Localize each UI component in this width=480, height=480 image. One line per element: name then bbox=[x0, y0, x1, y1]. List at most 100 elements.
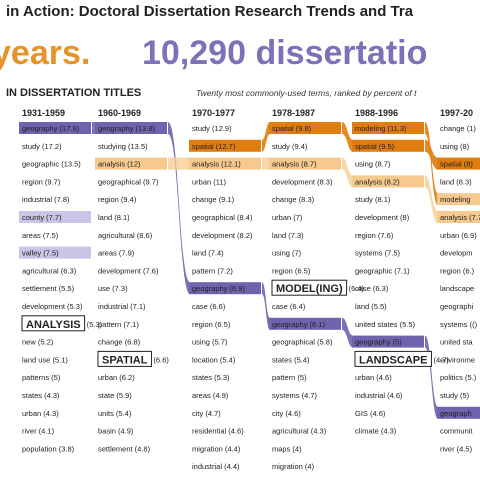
term-entry: analysis (7.7) bbox=[440, 213, 480, 222]
term-entry: case (6.6) bbox=[192, 302, 226, 311]
term-entry: residential (4.6) bbox=[192, 427, 244, 436]
term-entry: climate (4.3) bbox=[355, 427, 397, 436]
term-entry: spatial (8) bbox=[440, 160, 473, 169]
term-entry: spatial (9.5) bbox=[355, 142, 395, 151]
term-highlight bbox=[269, 157, 341, 170]
term-entry: river (4.5) bbox=[440, 444, 473, 453]
term-entry: city (4.6) bbox=[272, 409, 301, 418]
term-highlight bbox=[352, 139, 424, 152]
flow-band-geography bbox=[168, 122, 190, 295]
term-highlight bbox=[189, 139, 261, 152]
term-highlight bbox=[189, 282, 261, 295]
term-entry: land (8.3) bbox=[440, 177, 472, 186]
term-entry: geographical (5.8) bbox=[272, 338, 333, 347]
column-header: 1970-1977 bbox=[192, 108, 235, 118]
term-entry: change (9.1) bbox=[192, 195, 235, 204]
callout-label: SPATIAL bbox=[102, 354, 148, 366]
term-highlight bbox=[437, 406, 480, 419]
term-entry: urban (11) bbox=[192, 177, 227, 186]
term-entry: industrial (4.4) bbox=[192, 462, 240, 471]
term-entry: use (7.3) bbox=[98, 284, 128, 293]
term-entry: industrial (7.1) bbox=[98, 302, 146, 311]
flow-band-analysis bbox=[342, 157, 353, 188]
flow-band-analysis bbox=[168, 157, 190, 170]
term-entry: city (4.7) bbox=[192, 409, 221, 418]
term-entry: geographi bbox=[440, 302, 474, 311]
term-entry: analysis (12) bbox=[98, 160, 141, 169]
term-highlight bbox=[95, 157, 167, 170]
term-highlight bbox=[19, 122, 91, 134]
term-entry: using (7) bbox=[272, 249, 302, 258]
term-entry: agricultural (4.3) bbox=[272, 427, 327, 436]
term-entry: river (4.1) bbox=[22, 427, 55, 436]
term-entry: region (6.5) bbox=[192, 320, 231, 329]
header-title: in Action: Doctoral Dissertation Researc… bbox=[6, 3, 414, 20]
flow-band-modeling bbox=[425, 122, 438, 206]
term-highlight bbox=[189, 157, 261, 170]
term-entry: agricultural (6.3) bbox=[22, 266, 77, 275]
term-entry: industrial (4.6) bbox=[355, 391, 403, 400]
term-entry: GIS (4.6) bbox=[355, 409, 386, 418]
term-entry: states (4.3) bbox=[22, 391, 60, 400]
term-entry: pattern (5) bbox=[272, 373, 307, 382]
term-entry: landscape bbox=[440, 284, 474, 293]
term-entry: development (7.6) bbox=[98, 266, 159, 275]
term-highlight bbox=[352, 175, 424, 188]
term-highlight bbox=[437, 193, 480, 206]
term-entry: study (12.9) bbox=[192, 124, 232, 133]
term-entry: analysis (12.1) bbox=[192, 160, 241, 169]
term-entry: urban (6.9) bbox=[440, 231, 477, 240]
term-entry: using (8.7) bbox=[355, 160, 391, 169]
term-entry: region (6.5) bbox=[272, 266, 311, 275]
term-entry: geography (17.9) bbox=[22, 124, 80, 133]
term-entry: using (5.7) bbox=[192, 338, 228, 347]
term-entry: geography (13.8) bbox=[98, 124, 156, 133]
term-entry: region (9.7) bbox=[22, 177, 61, 186]
term-entry: united states (5.5) bbox=[355, 320, 416, 329]
term-entry: systems (() bbox=[440, 320, 478, 329]
term-entry: analysis (8.2) bbox=[355, 177, 400, 186]
flow-band-analysis bbox=[425, 175, 438, 223]
term-entry: geographical (8.4) bbox=[192, 213, 253, 222]
term-entry: new (5.2) bbox=[22, 338, 54, 347]
term-entry: modeling bbox=[440, 195, 470, 204]
flow-band-geography bbox=[425, 335, 438, 419]
term-entry: communit bbox=[440, 427, 473, 436]
term-entry: basin (4.9) bbox=[98, 427, 134, 436]
term-entry: settlement (4.8) bbox=[98, 444, 151, 453]
term-entry: development (5.3) bbox=[22, 302, 83, 311]
flow-band-geography bbox=[342, 317, 353, 348]
term-entry: pattern (7.2) bbox=[192, 266, 233, 275]
term-entry: migration (4.4) bbox=[192, 444, 241, 453]
term-entry: geograph bbox=[440, 409, 472, 418]
term-highlight bbox=[269, 122, 341, 134]
column-header: 1931-1959 bbox=[22, 108, 65, 118]
term-entry: systems (4.7) bbox=[272, 391, 318, 400]
term-entry: migration (4) bbox=[272, 462, 315, 471]
callout-box bbox=[354, 350, 432, 367]
term-entry: location (5.4) bbox=[192, 355, 236, 364]
column-header: 1960-1969 bbox=[98, 108, 141, 118]
term-entry: urban (4.3) bbox=[22, 409, 59, 418]
term-highlight bbox=[352, 122, 424, 134]
term-entry: states (5.3) bbox=[192, 373, 230, 382]
term-entry: united sta bbox=[440, 338, 473, 347]
term-entry: developm bbox=[440, 249, 473, 258]
term-entry: geographic (7.1) bbox=[355, 266, 410, 275]
term-highlight bbox=[437, 211, 480, 223]
term-entry: land (7.4) bbox=[192, 249, 224, 258]
callout-value: (6.4) bbox=[349, 284, 365, 293]
callout-label: ANALYSIS bbox=[26, 319, 81, 331]
term-entry: systems (7.5) bbox=[355, 249, 401, 258]
section-subtitle: Twenty most commonly-used terms, ranked … bbox=[196, 88, 417, 98]
term-entry: region (7.6) bbox=[355, 231, 394, 240]
term-entry: state (5.9) bbox=[98, 391, 132, 400]
term-entry: land (5.5) bbox=[355, 302, 387, 311]
callout-value: (6.6) bbox=[153, 355, 169, 364]
term-entry: agricultural (8.6) bbox=[98, 231, 153, 240]
term-entry: study (8.1) bbox=[355, 195, 391, 204]
term-entry: settlement (5.5) bbox=[22, 284, 75, 293]
term-entry: case (6.3) bbox=[355, 284, 389, 293]
header-big-count: 10,290 dissertatio bbox=[142, 34, 427, 72]
